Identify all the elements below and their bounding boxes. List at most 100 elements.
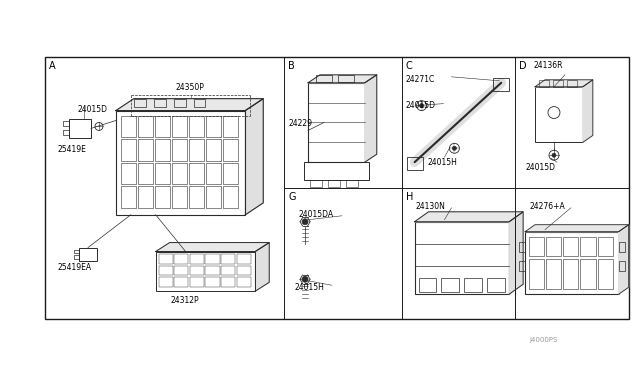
Circle shape [302, 219, 308, 225]
Bar [74, 250, 79, 253]
Bar [172, 116, 187, 137]
Polygon shape [525, 225, 628, 232]
Bar [159, 266, 173, 276]
Bar [45, 57, 628, 319]
Bar [237, 266, 251, 276]
Bar [598, 259, 612, 289]
Bar [465, 278, 483, 292]
Text: G: G [288, 192, 296, 202]
Text: 24015DA: 24015DA [298, 210, 333, 219]
Bar [172, 163, 187, 184]
Bar [190, 277, 204, 287]
Bar [174, 266, 188, 276]
Bar [619, 262, 625, 271]
Bar [174, 277, 188, 287]
Bar [190, 266, 204, 276]
Polygon shape [535, 80, 593, 87]
Polygon shape [583, 80, 593, 142]
Bar [189, 186, 204, 208]
Bar [310, 180, 322, 187]
Bar [121, 116, 136, 137]
Text: 24130N: 24130N [415, 202, 445, 211]
Bar [415, 222, 509, 294]
Bar [189, 116, 204, 137]
Bar [205, 254, 220, 264]
Bar [206, 163, 221, 184]
Polygon shape [308, 75, 377, 83]
Bar [519, 262, 525, 271]
Bar [116, 110, 245, 215]
Text: 24276+A: 24276+A [529, 202, 565, 211]
Bar [74, 256, 79, 259]
Bar [237, 254, 251, 264]
Bar [206, 139, 221, 161]
Bar [189, 163, 204, 184]
Bar [619, 241, 625, 251]
Bar [519, 241, 525, 251]
Bar [154, 99, 166, 107]
Polygon shape [509, 212, 523, 294]
Bar [190, 254, 204, 264]
Bar [338, 75, 354, 82]
Text: 24015H: 24015H [294, 283, 324, 292]
Bar [442, 278, 460, 292]
Polygon shape [415, 212, 523, 222]
Bar [316, 75, 332, 82]
Bar [535, 87, 583, 142]
Bar [138, 116, 153, 137]
Bar [563, 259, 579, 289]
Bar [138, 186, 153, 208]
Bar [304, 162, 369, 180]
Bar [173, 99, 186, 107]
Bar [63, 131, 69, 135]
Polygon shape [245, 99, 263, 215]
Text: 25419EA: 25419EA [57, 263, 92, 272]
Bar [487, 278, 505, 292]
Circle shape [452, 146, 456, 150]
Bar [406, 157, 422, 170]
Bar [346, 180, 358, 187]
Bar [121, 163, 136, 184]
Bar [580, 237, 596, 256]
Bar [525, 232, 619, 294]
Bar [189, 139, 204, 161]
Bar [493, 78, 509, 91]
Bar [138, 163, 153, 184]
Text: C: C [406, 61, 412, 71]
Bar [419, 278, 436, 292]
Text: 24350P: 24350P [175, 83, 205, 92]
Bar [221, 277, 236, 287]
Bar [598, 237, 612, 256]
Polygon shape [619, 225, 628, 294]
Bar [155, 139, 170, 161]
Text: H: H [406, 192, 413, 202]
Bar [223, 186, 238, 208]
Bar [138, 139, 153, 161]
Bar [172, 139, 187, 161]
Text: A: A [49, 61, 56, 71]
Bar [156, 251, 255, 291]
Bar [539, 80, 549, 87]
Bar [563, 237, 579, 256]
Text: 24229: 24229 [288, 119, 312, 128]
Bar [159, 254, 173, 264]
Text: 24015D: 24015D [77, 105, 107, 113]
Bar [237, 277, 251, 287]
Bar [193, 99, 205, 107]
Bar [308, 83, 365, 162]
Bar [121, 186, 136, 208]
Bar [546, 237, 561, 256]
Bar [221, 266, 236, 276]
Bar [546, 259, 561, 289]
Text: 24015D: 24015D [525, 163, 555, 172]
Text: B: B [288, 61, 295, 71]
Text: 24015H: 24015H [428, 158, 458, 167]
Bar [205, 266, 220, 276]
Polygon shape [116, 99, 263, 110]
Bar [155, 116, 170, 137]
Text: 25419E: 25419E [57, 145, 86, 154]
Polygon shape [255, 243, 269, 291]
Bar [174, 254, 188, 264]
Bar [134, 99, 146, 107]
Bar [223, 139, 238, 161]
